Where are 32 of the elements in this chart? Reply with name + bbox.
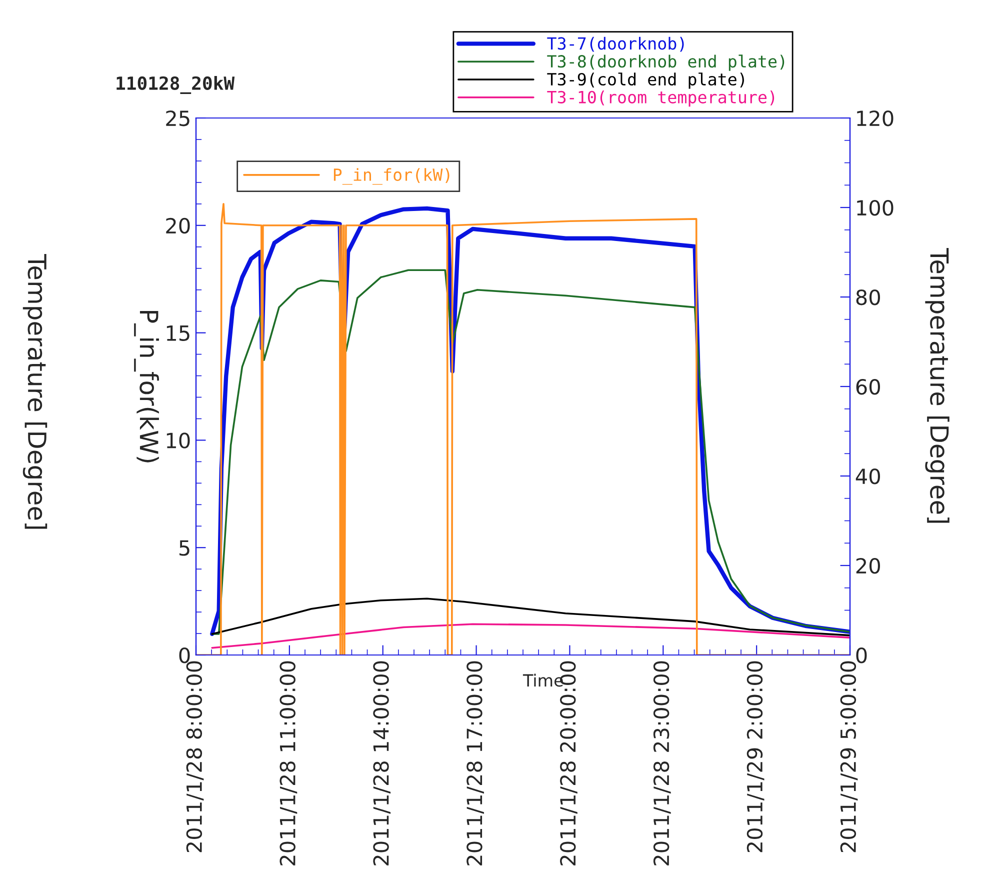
legend-label: T3-9(cold end plate) — [547, 72, 744, 89]
line-series — [211, 598, 850, 636]
y-tick-label: 15 — [166, 326, 190, 342]
y2-tick-label: 100 — [857, 200, 894, 216]
y2-tick-label: 120 — [857, 110, 894, 126]
line-series — [211, 269, 850, 635]
line-series — [211, 623, 850, 649]
y2-tick-label: 60 — [856, 378, 880, 395]
y-tick-label: 10 — [166, 432, 190, 448]
x-tick-label: 2011/1/29 2:00:00 — [746, 661, 764, 852]
y-tick-label: 0 — [179, 647, 190, 664]
x-tick-label: 2011/1/29 5:00:00 — [840, 661, 858, 852]
y-tick-label: 5 — [179, 540, 190, 556]
y2-tick-label: 0 — [856, 647, 867, 664]
x-tick-label: 2011/1/28 17:00:00 — [466, 661, 484, 866]
y2-tick-label: 20 — [856, 558, 880, 574]
y2-tick-label: 40 — [856, 468, 880, 484]
y-tick-label: 25 — [166, 110, 190, 126]
chart-title: 110128_20kW — [116, 76, 235, 94]
y2-tick-label: 80 — [856, 289, 880, 306]
x-tick-label: 2011/1/28 14:00:00 — [373, 661, 391, 866]
text: Temperature [Degree] — [22, 254, 48, 529]
legend-label: P_in_for(kW) — [334, 168, 450, 185]
legend-label: T3-7(doorknob) — [547, 36, 684, 52]
legend-label: T3-10(room temperature) — [547, 90, 774, 107]
x-tick-label: 2011/1/28 11:00:00 — [280, 661, 298, 866]
y-axis-title: P_in_for(kW) — [134, 310, 159, 462]
x-tick-label: 2011/1/28 8:00:00 — [186, 661, 204, 852]
x-tick-label: 2011/1/28 23:00:00 — [653, 661, 671, 866]
y2-axis-title: Temperature [Degree] — [925, 248, 950, 523]
y-tick-label: 20 — [166, 218, 190, 234]
legend-label: T3-8(doorknob end plate) — [547, 54, 784, 71]
